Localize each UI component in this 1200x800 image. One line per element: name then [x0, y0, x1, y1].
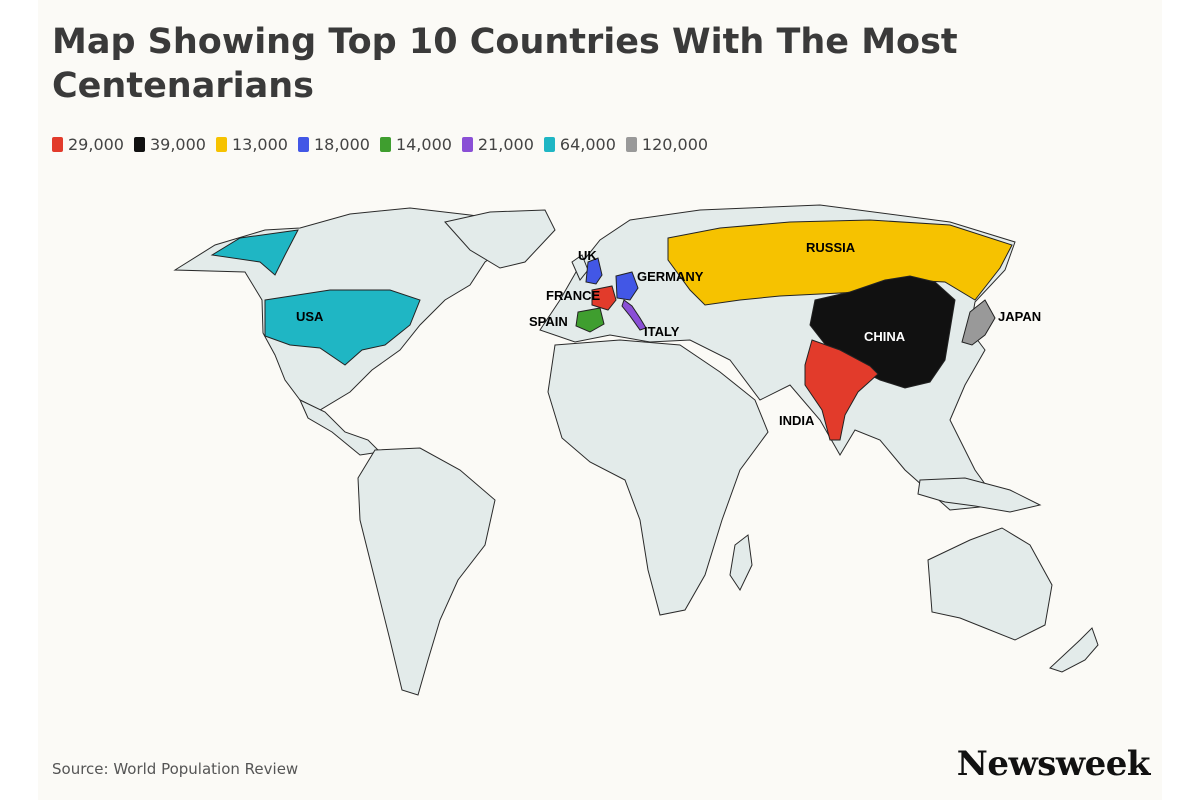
legend-item: 21,000	[461, 134, 534, 154]
country-italy[interactable]	[621, 299, 647, 331]
landmass-south-america	[357, 447, 496, 696]
legend-item: 39,000	[133, 134, 206, 154]
landmass-new-zealand	[1049, 627, 1099, 673]
legend-swatch	[133, 136, 145, 152]
legend-label: 120,000	[641, 134, 709, 154]
legend-label: 29,000	[68, 134, 124, 154]
landmass-australia	[927, 527, 1053, 641]
label-india: INDIA	[779, 413, 815, 428]
legend-swatch	[215, 136, 227, 152]
country-usa-alaska[interactable]	[210, 229, 299, 276]
legend-swatch	[52, 136, 63, 152]
legend-swatch	[543, 136, 555, 152]
legend-label: 14,000	[395, 134, 452, 154]
country-india[interactable]	[804, 339, 879, 441]
legend-swatch	[379, 136, 391, 152]
legend-swatch	[625, 136, 637, 152]
landmass-central-america	[298, 398, 382, 456]
page-title: Map Showing Top 10 Countries With The Mo…	[52, 22, 958, 106]
legend-item: 120,000	[625, 134, 709, 154]
world-map: USA UK GERMANY FRANCE SPAIN ITALY RUSSIA…	[173, 204, 1099, 696]
country-usa[interactable]	[264, 289, 421, 366]
legend: 29,000 39,000 13,000 18,000 14,000 21,00…	[52, 133, 708, 155]
legend-item: 64,000	[543, 134, 616, 154]
country-uk[interactable]	[585, 257, 603, 285]
legend-item: 14,000	[379, 134, 452, 154]
landmass-southeast-asia-islands	[917, 477, 1042, 513]
legend-label: 21,000	[477, 134, 534, 154]
label-uk: UK	[578, 248, 597, 263]
country-germany[interactable]	[615, 271, 639, 301]
label-usa: USA	[296, 309, 324, 324]
label-germany: GERMANY	[637, 269, 704, 284]
landmass-africa	[547, 339, 769, 616]
legend-label: 18,000	[313, 134, 370, 154]
legend-swatch	[297, 136, 309, 152]
country-japan[interactable]	[961, 299, 996, 346]
label-japan: JAPAN	[998, 309, 1041, 324]
label-italy: ITALY	[644, 324, 680, 339]
legend-swatch	[461, 136, 473, 152]
source-note: Source: World Population Review	[52, 760, 299, 778]
legend-item: 13,000	[215, 134, 288, 154]
legend-item: 18,000	[297, 134, 370, 154]
landmass-madagascar	[729, 534, 753, 592]
country-spain[interactable]	[575, 307, 605, 333]
legend-item: 29,000	[52, 135, 124, 154]
country-france[interactable]	[591, 285, 617, 311]
label-france: FRANCE	[546, 288, 600, 303]
label-russia: RUSSIA	[806, 240, 856, 255]
label-china: CHINA	[864, 329, 906, 344]
legend-label: 64,000	[559, 134, 616, 154]
newsweek-logo: Newsweek	[956, 744, 1151, 784]
label-spain: SPAIN	[529, 314, 568, 329]
legend-label: 39,000	[149, 134, 206, 154]
landmass-greenland	[444, 209, 556, 269]
legend-label: 13,000	[231, 134, 288, 154]
